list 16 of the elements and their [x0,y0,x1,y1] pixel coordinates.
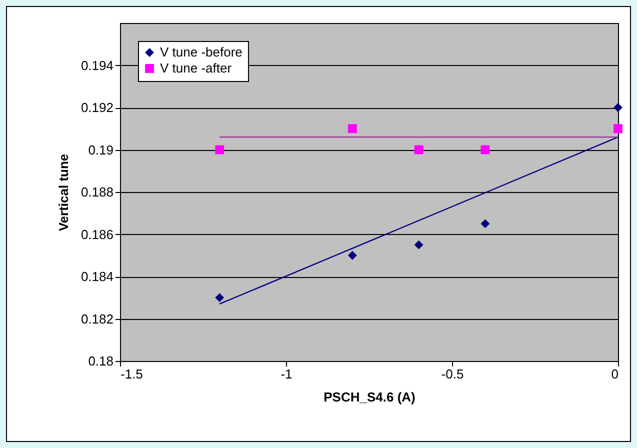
x-tick-label: -1.5 [120,366,143,382]
y-tick-label: 0.194 [80,58,114,73]
x-tick-label: 0 [611,366,618,382]
y-tick-label: 0.18 [88,354,114,368]
y-tick-label: 0.19 [88,142,114,158]
y-tick-label: 0.186 [80,226,114,242]
x-axis-title: PSCH_S4.6 (A) [324,390,416,404]
y-tick-label: 0.184 [80,269,114,284]
y-tick-label: 0.188 [80,184,114,200]
y-tick-label: 0.192 [80,100,114,115]
x-tick-label: -1 [280,366,292,382]
legend-label: V tune -after [160,60,232,76]
y-axis-title: Vertical tune [56,154,71,232]
legend-label: V tune -before [160,44,242,60]
y-tick-label: 0.182 [80,311,114,326]
x-tick-label: -0.5 [441,366,464,382]
